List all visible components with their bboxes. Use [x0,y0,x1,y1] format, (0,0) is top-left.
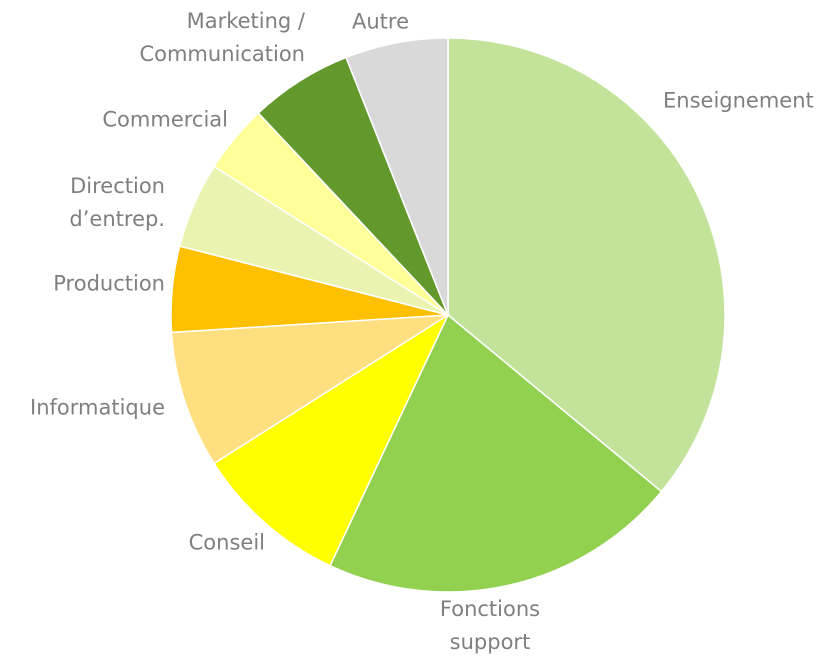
slice-label: Enseignement [663,88,814,113]
pie-slice [329,313,663,593]
pie-slice [170,314,449,465]
slice-label: Marketing / Communication [139,9,305,66]
slice-label: Commercial [102,107,228,132]
slice-label: Autre [352,9,410,34]
slice-label: Informatique [30,395,165,420]
pie-slice [447,37,726,493]
slice-label: Production [53,271,165,296]
slice-label: Direction d’entrep. [69,174,165,231]
pie-slice [213,312,450,567]
slice-label: Fonctions support [439,597,541,654]
slice-label: Conseil [188,530,265,555]
pie-slice [345,37,449,316]
